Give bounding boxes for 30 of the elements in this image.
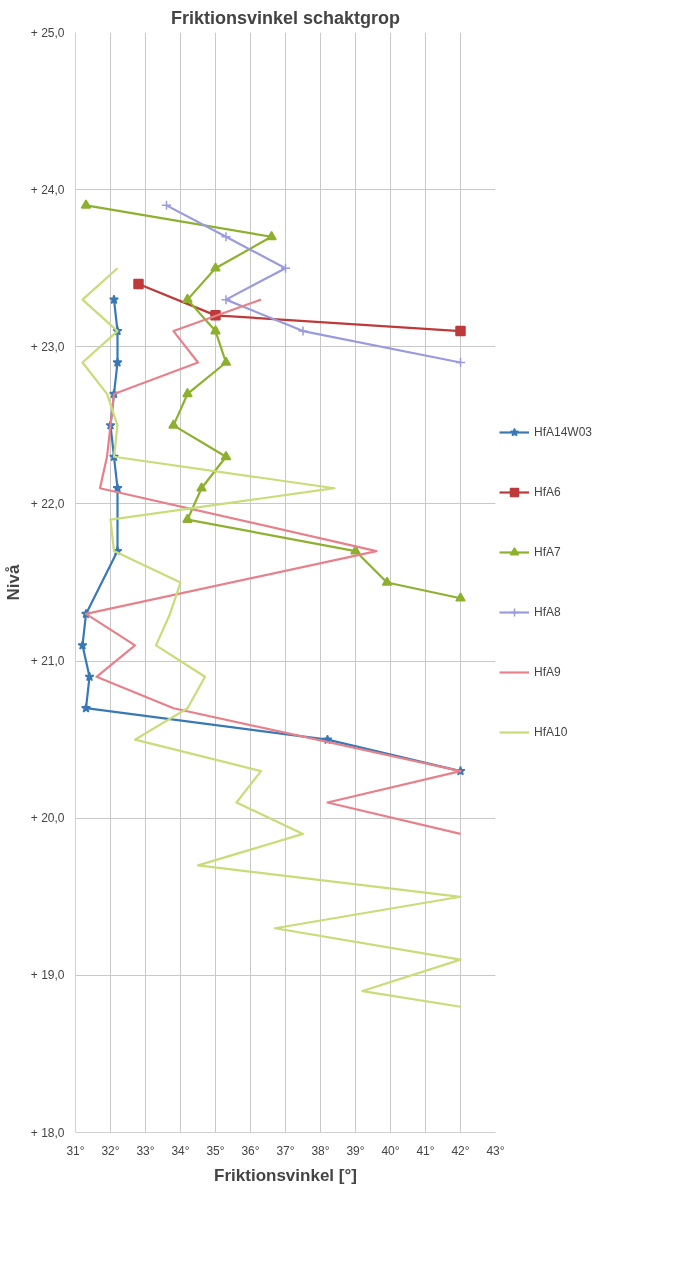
y-tick-label: + 19,0	[30, 968, 65, 983]
x-tick-label: 31°	[66, 1143, 85, 1158]
y-tick-label: + 20,0	[30, 811, 65, 826]
x-tick-label: 36°	[241, 1143, 260, 1158]
x-tick-label: 35°	[206, 1143, 225, 1158]
y-tick-label: + 22,0	[30, 496, 65, 511]
x-tick-label: 43°	[486, 1143, 505, 1158]
y-tick-label: + 24,0	[30, 182, 65, 197]
x-tick-label: 40°	[381, 1143, 400, 1158]
legend-label: HfA7	[534, 545, 561, 559]
y-tick-label: + 23,0	[30, 339, 65, 354]
x-axis-title: Friktionsvinkel [°]	[214, 1165, 357, 1185]
x-tick-label: 42°	[451, 1143, 470, 1158]
x-tick-label: 34°	[171, 1143, 190, 1158]
y-tick-label: + 21,0	[30, 654, 65, 669]
x-tick-label: 37°	[276, 1143, 295, 1158]
x-tick-label: 33°	[136, 1143, 155, 1158]
legend-label: HfA9	[534, 665, 561, 679]
chart-title: Friktionsvinkel schaktgrop	[170, 7, 401, 28]
y-tick-label: + 25,0	[30, 25, 65, 40]
legend-label: HfA8	[534, 605, 561, 619]
legend-label: HfA6	[534, 485, 561, 499]
y-tick-label: + 18,0	[30, 1125, 65, 1140]
x-tick-label: 32°	[101, 1143, 120, 1158]
legend-label: HfA10	[534, 725, 568, 739]
x-tick-label: 41°	[416, 1143, 435, 1158]
legend-label: HfA14W03	[534, 425, 593, 439]
x-tick-label: 38°	[311, 1143, 330, 1158]
y-axis-title: Nivå	[3, 564, 23, 601]
x-tick-label: 39°	[346, 1143, 365, 1158]
